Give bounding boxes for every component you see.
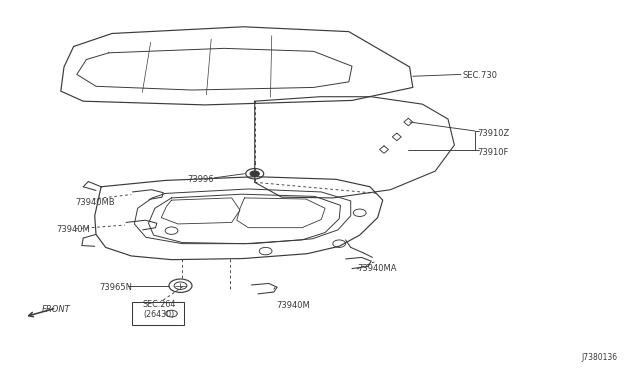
FancyBboxPatch shape	[132, 302, 184, 325]
Text: SEC.264
(26430): SEC.264 (26430)	[142, 300, 175, 319]
Text: FRONT: FRONT	[42, 305, 70, 314]
Text: 73965N: 73965N	[99, 283, 132, 292]
Text: 73940M: 73940M	[56, 225, 90, 234]
Text: J7380136: J7380136	[582, 353, 618, 362]
Circle shape	[250, 171, 259, 176]
Text: 73940MB: 73940MB	[76, 198, 115, 207]
Text: 73940MA: 73940MA	[357, 264, 397, 273]
Text: 73996: 73996	[188, 175, 214, 184]
Text: 73940M: 73940M	[276, 301, 310, 310]
Text: 73910F: 73910F	[477, 148, 508, 157]
Text: SEC.730: SEC.730	[462, 71, 497, 80]
Text: 73910Z: 73910Z	[477, 129, 509, 138]
